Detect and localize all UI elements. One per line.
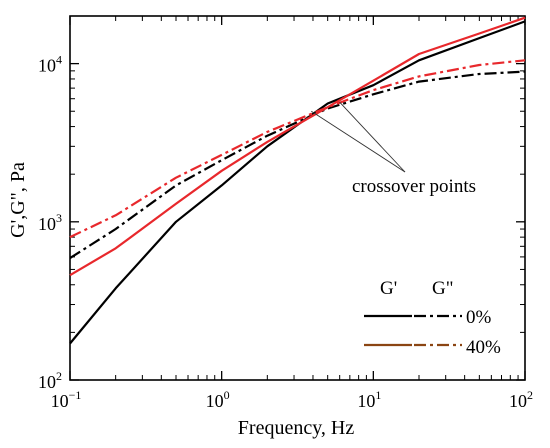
x-axis-title: Frequency, Hz xyxy=(238,417,355,439)
series-gpp0-line xyxy=(69,70,526,260)
x-tick-label: 100 xyxy=(206,388,230,411)
crossover-leader-line xyxy=(339,101,406,173)
y-tick-label: 103 xyxy=(38,211,62,234)
legend-header-gdoubleprime: G" xyxy=(432,278,453,299)
x-tick-label: 10−1 xyxy=(51,388,82,411)
x-tick-label: 102 xyxy=(509,388,533,411)
series-gpp40-line xyxy=(69,59,526,239)
plot-frame xyxy=(69,15,526,381)
series-gp40-line xyxy=(69,16,526,277)
y-axis-title: G',G", Pa xyxy=(7,162,29,238)
plot-border xyxy=(69,15,526,381)
annotation-layer: crossover points xyxy=(311,101,476,197)
axis-ticks: 10−1 100 101 102 102 103 104 xyxy=(38,16,533,411)
crossover-leader-line xyxy=(311,110,406,173)
legend-label-0pct: 0% xyxy=(466,307,492,328)
y-tick-label: 102 xyxy=(38,369,62,392)
legend-label-40pct: 40% xyxy=(466,337,501,358)
legend-header-gprime: G' xyxy=(380,278,397,299)
series-layer xyxy=(69,16,526,345)
x-tick-label: 101 xyxy=(357,388,381,411)
legend: G' G" 0% 40% xyxy=(364,278,501,358)
crossover-annotation-label: crossover points xyxy=(352,176,476,197)
y-tick-label: 104 xyxy=(38,53,62,76)
